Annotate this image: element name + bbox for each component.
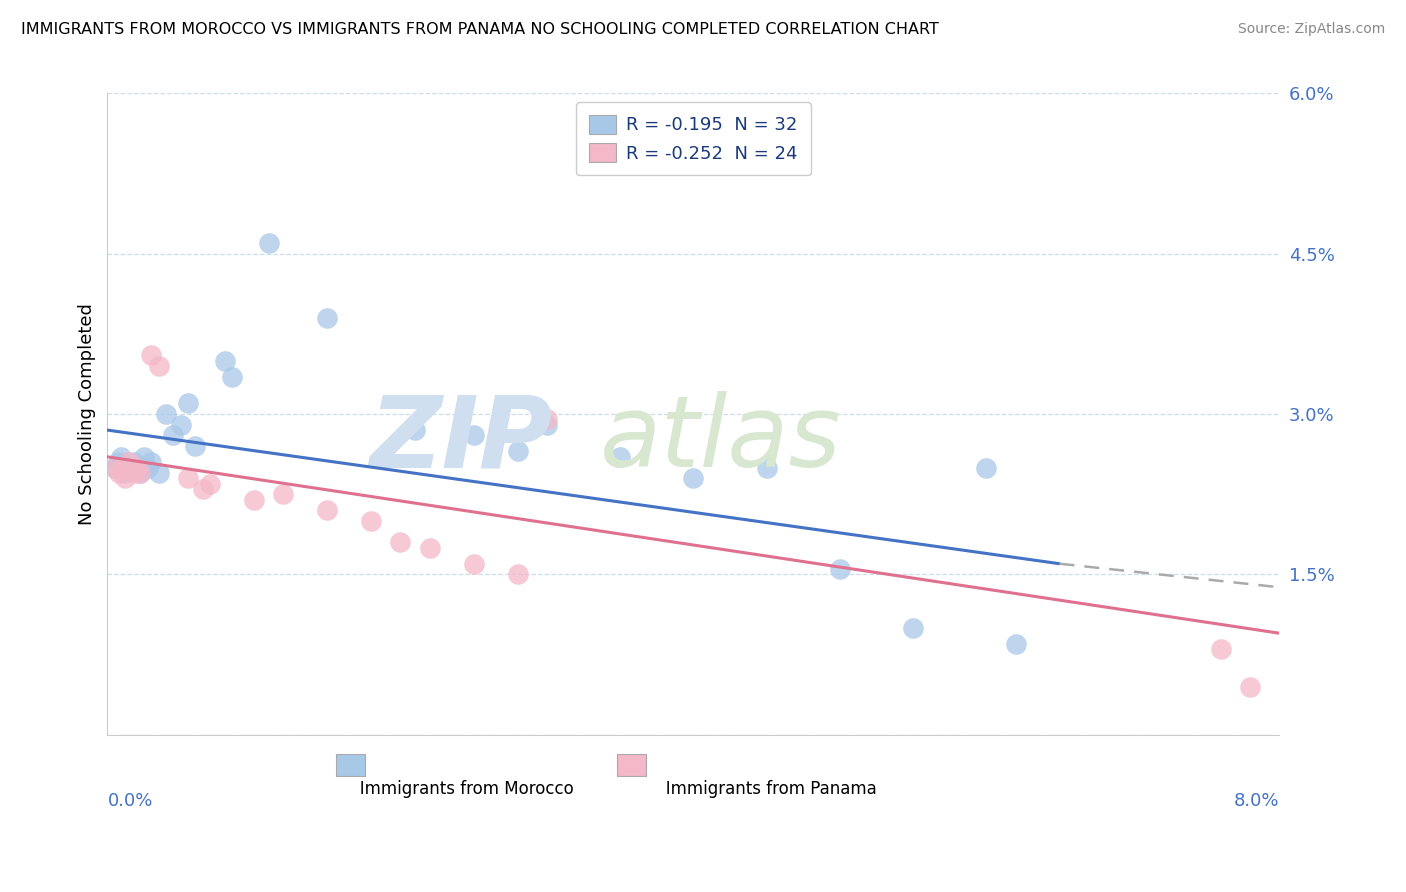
Point [114,466,136,480]
Point [360,514,382,528]
Point [1239,680,1261,694]
Point [118,460,141,475]
Point [214,353,236,368]
Point [108,466,131,480]
Point [107,455,129,469]
Point [316,310,339,325]
Text: 8.0%: 8.0% [1233,792,1279,811]
Point [155,407,177,421]
Point [609,450,631,464]
Point [141,348,163,362]
Point [191,482,214,496]
Point [177,471,200,485]
Text: atlas: atlas [599,392,841,488]
Point [122,466,145,480]
Point [162,428,184,442]
Point [404,423,426,437]
Point [974,460,997,475]
FancyBboxPatch shape [336,754,366,776]
Point [419,541,441,555]
FancyBboxPatch shape [617,754,647,776]
Y-axis label: No Schooling Completed: No Schooling Completed [79,303,96,525]
Point [463,557,485,571]
Text: ZIP: ZIP [370,392,553,488]
Point [132,450,155,464]
Point [1209,642,1232,657]
Point [463,428,485,442]
Point [122,455,145,469]
Point [198,476,221,491]
Point [316,503,339,517]
Text: IMMIGRANTS FROM MOROCCO VS IMMIGRANTS FROM PANAMA NO SCHOOLING COMPLETED CORRELA: IMMIGRANTS FROM MOROCCO VS IMMIGRANTS FR… [21,22,939,37]
Point [1004,637,1026,651]
Point [148,466,170,480]
Point [104,460,127,475]
Text: Immigrants from Panama: Immigrants from Panama [650,780,877,797]
Text: 0.0%: 0.0% [107,792,153,811]
Point [536,417,558,432]
Point [138,460,160,475]
Point [111,460,134,475]
Point [389,535,412,549]
Point [755,460,778,475]
Point [184,439,207,453]
Point [128,466,150,480]
Point [271,487,294,501]
Point [110,450,132,464]
Point [257,235,280,250]
Point [125,460,148,475]
Legend: R = -0.195  N = 32, R = -0.252  N = 24: R = -0.195 N = 32, R = -0.252 N = 24 [576,103,811,176]
Point [148,359,170,373]
Point [506,444,529,458]
Point [118,455,141,469]
Point [141,455,163,469]
Point [169,417,191,432]
Point [114,471,136,485]
Point [506,567,529,582]
Point [536,412,558,426]
Point [901,621,924,635]
Point [104,460,127,475]
Text: Immigrants from Morocco: Immigrants from Morocco [344,780,574,797]
Text: Source: ZipAtlas.com: Source: ZipAtlas.com [1237,22,1385,37]
Point [828,562,851,576]
Point [221,369,243,384]
Point [177,396,200,410]
Point [125,460,148,475]
Point [682,471,704,485]
Point [128,466,150,480]
Point [243,492,266,507]
